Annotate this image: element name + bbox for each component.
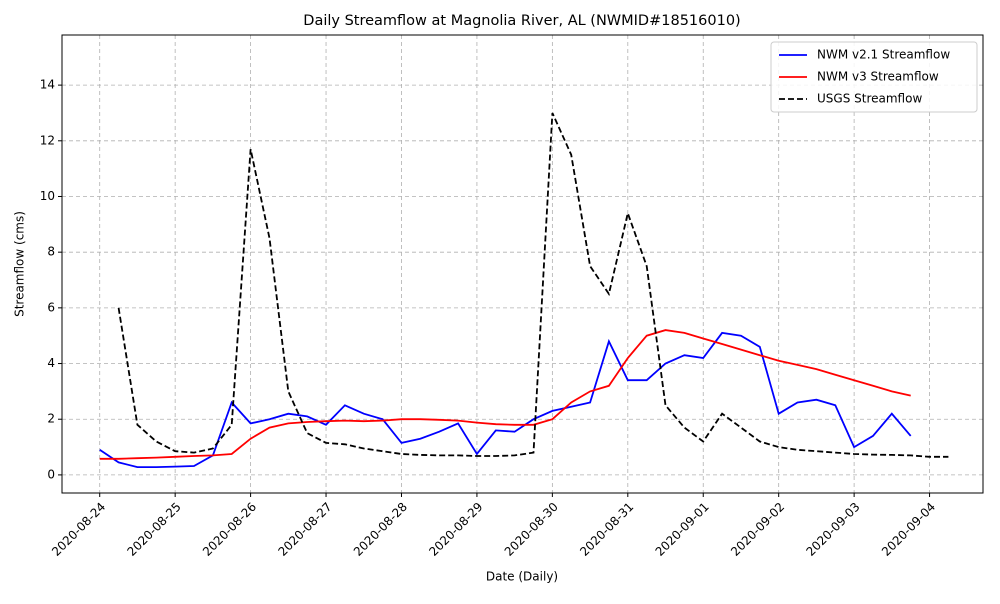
legend-label: NWM v2.1 Streamflow xyxy=(817,48,950,62)
x-tick-label: 2020-08-30 xyxy=(502,500,561,559)
x-tick-label: 2020-08-26 xyxy=(200,500,259,559)
legend-label: NWM v3 Streamflow xyxy=(817,70,939,84)
x-tick-label: 2020-08-29 xyxy=(426,500,485,559)
x-tick-label: 2020-08-27 xyxy=(275,500,334,559)
x-tick-label: 2020-08-28 xyxy=(351,500,410,559)
plot-frame xyxy=(61,34,984,494)
x-tick-label: 2020-09-03 xyxy=(803,500,862,559)
y-tick-label: 10 xyxy=(40,189,55,203)
x-tick-label: 2020-08-31 xyxy=(577,500,636,559)
x-tick-label: 2020-08-24 xyxy=(49,500,108,559)
x-tick-label: 2020-09-02 xyxy=(728,500,787,559)
y-tick-label: 0 xyxy=(47,467,55,481)
x-tick-label: 2020-09-01 xyxy=(653,500,712,559)
y-tick-label: 14 xyxy=(40,78,55,92)
y-tick-label: 2 xyxy=(47,412,55,426)
y-tick-label: 6 xyxy=(47,300,55,314)
series-line xyxy=(117,112,949,458)
x-tick-label: 2020-09-04 xyxy=(879,500,938,559)
series-line xyxy=(99,329,911,460)
series-line xyxy=(99,331,912,468)
x-tick-label: 2020-08-25 xyxy=(125,500,184,559)
y-axis-label: Streamflow (cms) xyxy=(13,211,27,317)
y-tick-label: 12 xyxy=(40,133,55,147)
x-axis-label: Date (Daily) xyxy=(486,570,558,584)
legend-label: USGS Streamflow xyxy=(817,92,922,106)
chart-title: Daily Streamflow at Magnolia River, AL (… xyxy=(303,13,740,29)
y-tick-label: 4 xyxy=(47,356,55,370)
y-tick-label: 8 xyxy=(47,245,55,259)
legend-box xyxy=(770,41,978,113)
